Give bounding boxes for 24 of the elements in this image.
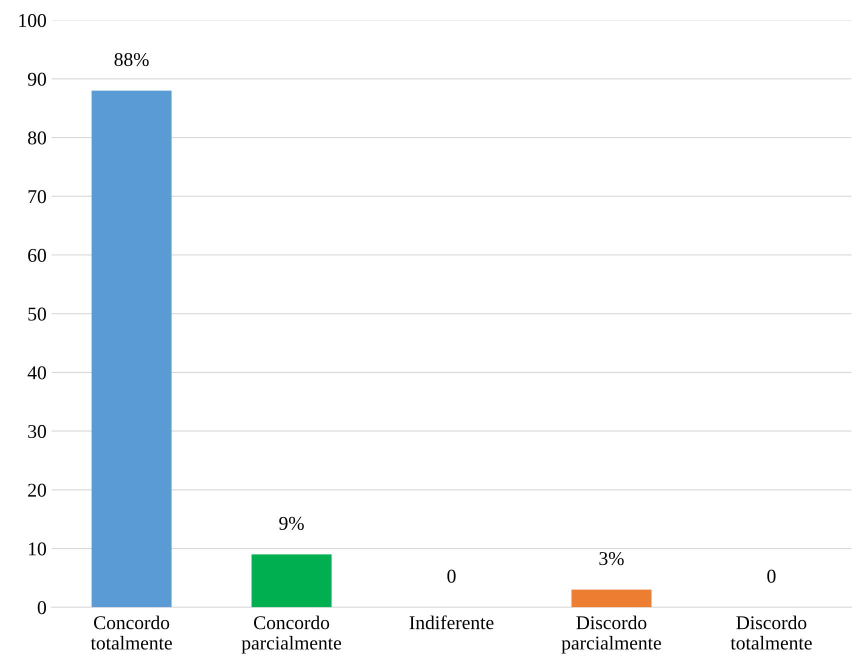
y-tick-label: 80 [28, 131, 46, 144]
x-tick-label: Discordo totalmente [730, 616, 812, 650]
y-tick-label: 70 [28, 190, 46, 204]
y-tick-label: 100 [19, 14, 46, 28]
x-tick-label: Concordo totalmente [90, 616, 172, 650]
data-label: 88% [114, 52, 149, 66]
y-tick-label: 0 [38, 601, 46, 614]
x-tick-label: Discordo parcialmente [562, 616, 661, 654]
bar [92, 90, 172, 608]
bar [571, 590, 652, 608]
y-tick-label: 20 [28, 484, 46, 497]
x-tick-label: Concordo parcialmente [242, 616, 342, 654]
data-label: 0 [447, 570, 456, 583]
data-label: 0 [767, 570, 776, 583]
bar [252, 554, 332, 608]
y-tick-label: 50 [28, 308, 46, 321]
data-label: 3% [599, 552, 624, 566]
y-tick-label: 40 [28, 366, 46, 380]
x-tick-label: Indiferente [410, 615, 494, 630]
y-tick-label: 10 [29, 542, 46, 556]
y-tick-label: 90 [28, 72, 46, 86]
y-tick-label: 30 [28, 424, 46, 438]
y-tick-label: 60 [28, 248, 46, 262]
data-label: 9% [279, 516, 304, 530]
